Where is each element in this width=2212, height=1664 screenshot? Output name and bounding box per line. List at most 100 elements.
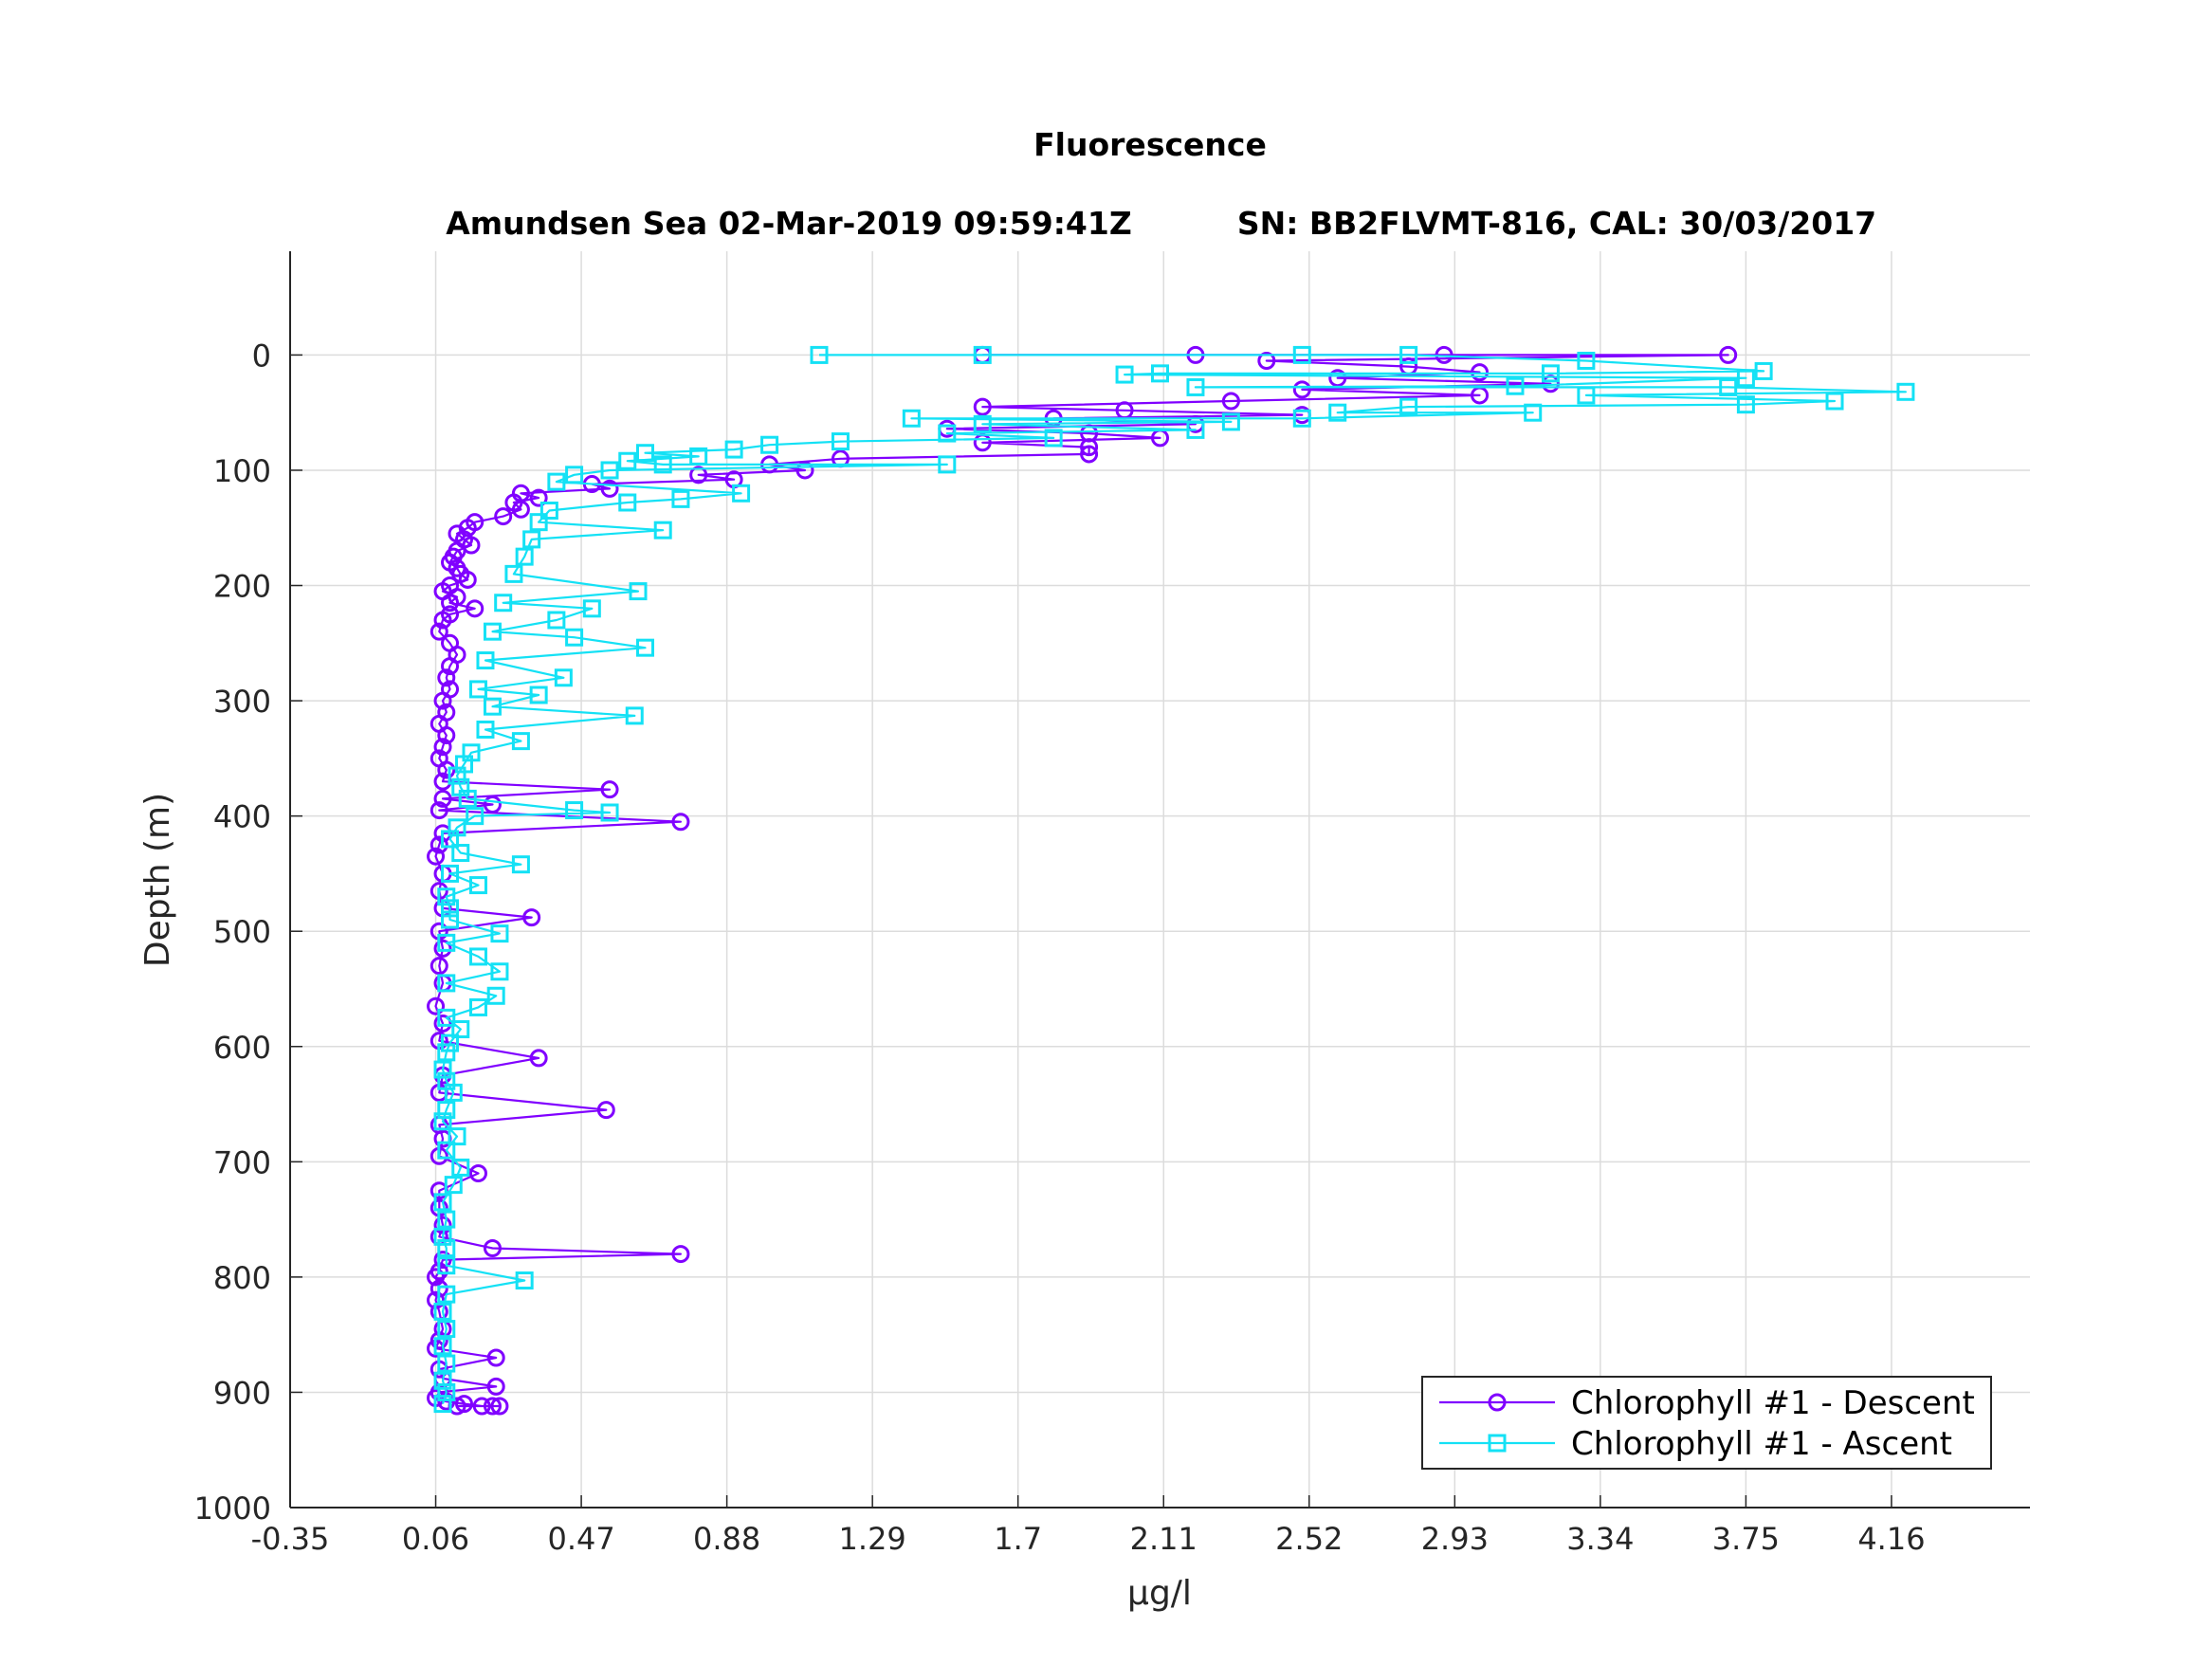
y-tick-label: 300 [213, 684, 271, 720]
data-point [490, 962, 509, 981]
data-point [433, 1227, 452, 1246]
data-point [554, 668, 573, 687]
data-point [618, 493, 637, 512]
data-point [433, 1395, 452, 1414]
data-point [458, 570, 477, 589]
data-point [433, 789, 452, 808]
data-point [938, 455, 957, 474]
data-point [1080, 438, 1099, 457]
data-point [444, 1176, 463, 1195]
data-point [653, 455, 672, 474]
data-point [1754, 361, 1773, 380]
legend-box [1421, 1376, 1992, 1470]
data-point [494, 507, 513, 526]
y-tick-label: 900 [213, 1375, 271, 1411]
chart-subtitle-left: Amundsen Sea 02-Mar-2019 09:59:41Z [446, 205, 1132, 242]
data-point [466, 599, 484, 618]
data-point [1577, 351, 1596, 370]
data-point [458, 789, 477, 808]
data-point [437, 668, 456, 687]
data-point [565, 801, 584, 820]
data-point [433, 1060, 452, 1079]
data-point [689, 447, 708, 466]
y-tick-label: 500 [213, 914, 271, 950]
data-point [490, 924, 509, 943]
data-point [600, 461, 619, 480]
data-point [1186, 377, 1205, 396]
y-tick-label: 1000 [194, 1490, 271, 1527]
data-point [468, 1163, 487, 1182]
data-point [433, 738, 452, 757]
data-point [902, 409, 921, 428]
data-point [565, 466, 584, 485]
x-tick-label: 2.11 [1130, 1521, 1197, 1557]
data-point [973, 397, 992, 416]
data-point [430, 622, 448, 641]
data-point [437, 726, 456, 745]
data-point [441, 899, 460, 918]
x-tick-label: 0.47 [547, 1521, 614, 1557]
data-point [486, 1377, 505, 1396]
data-point [635, 638, 654, 657]
x-tick-label: 0.88 [693, 1521, 760, 1557]
data-point [483, 795, 502, 814]
data-point [635, 444, 654, 463]
y-tick-label: 600 [213, 1030, 271, 1066]
x-tick-labels: -0.35 0.06 0.47 0.88 1.29 1.7 2.11 2.52 2.93 3.34… [251, 1521, 1926, 1557]
x-tick-label: 0.06 [402, 1521, 469, 1557]
y-tick-labels: 0 100 200 300 400 500 600 700 800 900 1000 [194, 338, 271, 1527]
data-point [1115, 365, 1134, 384]
legend-label-ascent: Chlorophyll #1 - Ascent [1571, 1425, 1952, 1463]
data-point [483, 1238, 502, 1257]
data-point [1292, 409, 1311, 428]
series-layer [427, 345, 1915, 1416]
data-point [582, 599, 601, 618]
data-point [618, 451, 637, 470]
data-point [437, 1256, 456, 1275]
data-point [671, 1245, 690, 1264]
data-point [433, 1302, 452, 1321]
data-point [1328, 403, 1347, 422]
data-point [1825, 392, 1844, 411]
data-point [1541, 364, 1560, 383]
data-point [433, 1371, 452, 1390]
data-point [486, 986, 505, 1005]
data-point [1506, 376, 1525, 395]
data-point [437, 1043, 456, 1062]
data-point [427, 1268, 446, 1287]
data-point [511, 855, 530, 874]
data-point [441, 657, 460, 676]
legend: Chlorophyll #1 - Descent Chlorophyll #1 … [1421, 1376, 1992, 1470]
data-point [437, 933, 456, 952]
data-point [529, 686, 548, 704]
data-point [437, 1354, 456, 1373]
data-point [1896, 382, 1915, 401]
data-point [629, 582, 648, 601]
data-point [938, 424, 957, 443]
data-point [810, 345, 829, 364]
data-point [433, 1014, 452, 1033]
data-point [1471, 363, 1490, 382]
data-point [1719, 345, 1738, 364]
y-tick-label: 200 [213, 569, 271, 605]
data-point [433, 1251, 452, 1270]
data-point [490, 1397, 509, 1416]
data-point [625, 706, 644, 725]
data-point [600, 803, 619, 822]
data-point [437, 1238, 456, 1257]
data-point [466, 807, 484, 826]
data-point [437, 1320, 456, 1339]
data-point [1257, 351, 1276, 370]
data-point [483, 622, 502, 641]
data-point [1186, 420, 1205, 439]
data-point [511, 500, 530, 519]
data-point [437, 974, 456, 993]
data-point [1292, 380, 1311, 399]
data-point [433, 1112, 452, 1131]
data-point [468, 947, 487, 966]
data-point [437, 1382, 456, 1401]
data-point [1577, 386, 1596, 405]
series-ascent [433, 345, 1915, 1414]
data-point [430, 801, 448, 820]
